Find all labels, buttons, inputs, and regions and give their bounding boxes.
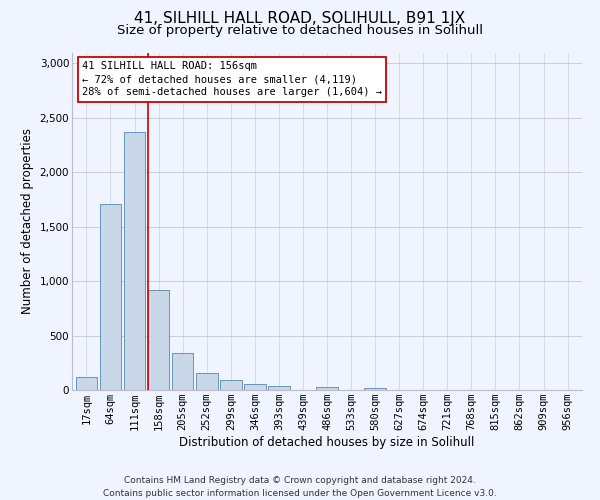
Bar [196, 373, 218, 390]
Bar [364, 388, 386, 390]
Bar [316, 386, 338, 390]
Bar [76, 378, 97, 390]
Bar [244, 384, 266, 390]
Y-axis label: Number of detached properties: Number of detached properties [21, 128, 34, 314]
Bar [100, 204, 121, 390]
Text: 41 SILHILL HALL ROAD: 156sqm
← 72% of detached houses are smaller (4,119)
28% of: 41 SILHILL HALL ROAD: 156sqm ← 72% of de… [82, 61, 382, 98]
Bar [148, 290, 169, 390]
Text: Size of property relative to detached houses in Solihull: Size of property relative to detached ho… [117, 24, 483, 37]
Bar [172, 353, 193, 390]
Text: 41, SILHILL HALL ROAD, SOLIHULL, B91 1JX: 41, SILHILL HALL ROAD, SOLIHULL, B91 1JX [134, 12, 466, 26]
X-axis label: Distribution of detached houses by size in Solihull: Distribution of detached houses by size … [179, 436, 475, 449]
Bar [268, 386, 290, 390]
Bar [220, 380, 242, 390]
Bar [124, 132, 145, 390]
Text: Contains HM Land Registry data © Crown copyright and database right 2024.
Contai: Contains HM Land Registry data © Crown c… [103, 476, 497, 498]
